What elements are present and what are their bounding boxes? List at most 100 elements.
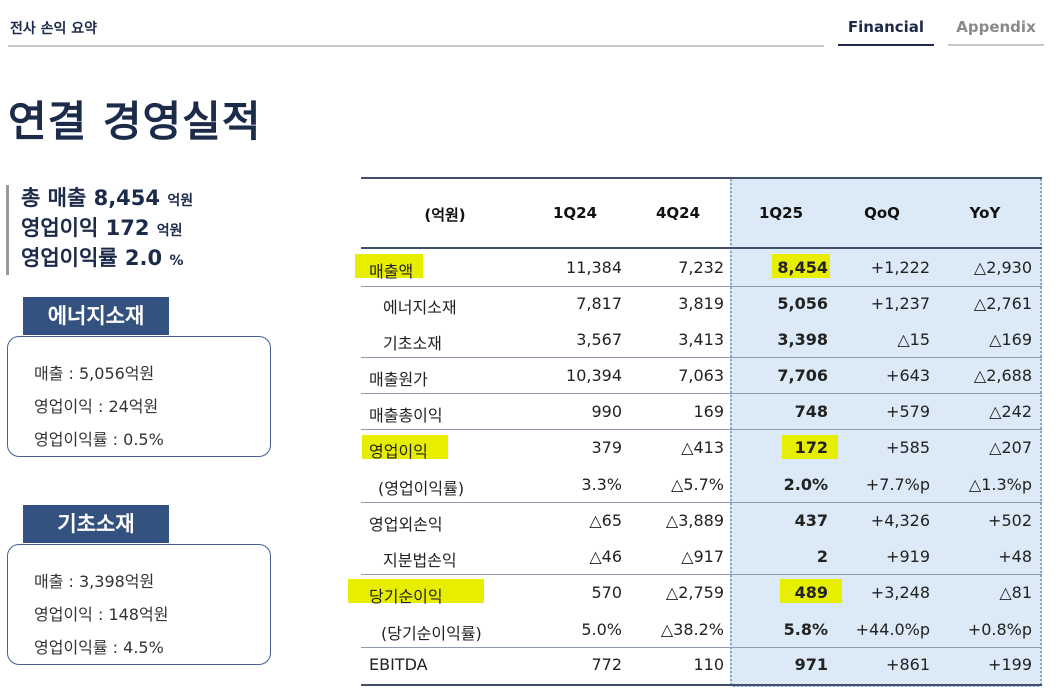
segment-basic-revenue: 매출 : 3,398억원 — [34, 572, 155, 591]
summary-revenue-unit: 억원 — [167, 193, 194, 209]
cell-cogs-yoy: △2,688 — [973, 366, 1032, 385]
cell-cogs-4q24: 7,063 — [678, 366, 724, 385]
tab-financial-underline — [838, 44, 934, 46]
segment-energy-op-income: 영업이익 : 24억원 — [34, 397, 159, 416]
row-divider — [361, 647, 1042, 648]
cell-op-income-1q24: 379 — [591, 438, 622, 457]
row-divider — [361, 357, 1042, 358]
segment-basic-label: 기초소재 — [23, 505, 169, 543]
table-top-border — [361, 177, 1042, 179]
tab-financial[interactable]: Financial — [847, 18, 925, 36]
page-title: 연결 경영실적 — [8, 97, 262, 146]
cell-cogs-1q25: 7,706 — [777, 366, 828, 385]
row-label-cogs: 매출원가 — [369, 370, 428, 389]
column-header-1q25: 1Q25 — [758, 204, 804, 222]
table-header-border — [361, 247, 1042, 249]
cell-non-op-qoq: +4,326 — [870, 511, 930, 530]
cell-energy-qoq: +1,237 — [870, 294, 930, 313]
marker-net-income-value — [780, 579, 842, 603]
cell-net-income-qoq: +3,248 — [870, 583, 930, 602]
cell-gross-profit-yoy: △242 — [989, 402, 1032, 421]
cell-op-income-qoq: +585 — [886, 438, 930, 457]
cell-net-margin-1q24: 5.0% — [581, 620, 622, 639]
summary-block: 총 매출 8,454 억원 영업이익 172 억원 영업이익률 2.0 % — [6, 185, 193, 275]
cell-net-margin-qoq: +44.0%p — [855, 620, 930, 639]
cell-cogs-qoq: +643 — [886, 366, 930, 385]
marker-op-income-label — [362, 435, 448, 459]
cell-op-margin-4q24: △5.7% — [671, 475, 724, 494]
marker-op-income-value — [782, 435, 838, 459]
cell-non-op-4q24: △3,889 — [665, 511, 724, 530]
summary-op-income: 영업이익 172 억원 — [21, 215, 193, 245]
row-label-op-margin: (영업이익률) — [378, 479, 465, 498]
cell-non-op-1q25: 437 — [794, 511, 828, 530]
cell-ebitda-yoy: +199 — [988, 655, 1032, 674]
cell-net-income-yoy: △81 — [999, 583, 1032, 602]
segment-energy-card: 매출 : 5,056억원 영업이익 : 24억원 영업이익률 : 0.5% — [7, 336, 271, 457]
cell-op-income-1q25: 172 — [794, 438, 828, 457]
row-divider — [361, 393, 1042, 394]
cell-net-margin-yoy: +0.8%p — [967, 620, 1032, 639]
cell-energy-1q25: 5,056 — [777, 294, 828, 313]
column-header-qoq: QoQ — [864, 204, 900, 222]
column-header-4q24: 4Q24 — [655, 204, 701, 222]
segment-basic-card: 매출 : 3,398억원 영업이익 : 148억원 영업이익률 : 4.5% — [7, 544, 271, 665]
cell-energy-4q24: 3,819 — [678, 294, 724, 313]
cell-revenue-yoy: △2,930 — [973, 258, 1032, 277]
cell-equity-method-1q25: 2 — [816, 547, 828, 566]
cell-ebitda-qoq: +861 — [886, 655, 930, 674]
row-label-op-income: 영업이익 — [369, 442, 428, 461]
header-divider — [8, 45, 824, 47]
column-header-1q24: 1Q24 — [552, 204, 598, 222]
row-divider — [361, 502, 1042, 503]
cell-net-income-4q24: △2,759 — [665, 583, 724, 602]
cell-revenue-4q24: 7,232 — [678, 258, 724, 277]
summary-revenue: 총 매출 8,454 억원 — [21, 185, 193, 215]
summary-op-income-text: 영업이익 172 — [21, 216, 150, 240]
marker-revenue-label — [355, 254, 423, 278]
cell-non-op-1q24: △65 — [589, 511, 622, 530]
summary-margin-unit: % — [169, 253, 184, 269]
segment-energy-label: 에너지소재 — [23, 297, 169, 335]
cell-gross-profit-qoq: +579 — [886, 402, 930, 421]
cell-gross-profit-1q24: 990 — [591, 402, 622, 421]
cell-net-income-1q24: 570 — [591, 583, 622, 602]
cell-basic-4q24: 3,413 — [678, 330, 724, 349]
cell-equity-method-4q24: △917 — [681, 547, 724, 566]
cell-revenue-1q25: 8,454 — [777, 258, 828, 277]
table-bottom-border — [361, 684, 1042, 686]
column-header-unit: (억원) — [424, 206, 466, 224]
segment-basic-op-income: 영업이익 : 148억원 — [34, 605, 169, 624]
cell-net-margin-1q25: 5.8% — [783, 620, 828, 639]
tab-appendix-underline — [948, 44, 1044, 46]
cell-basic-1q25: 3,398 — [777, 330, 828, 349]
cell-non-op-yoy: +502 — [988, 511, 1032, 530]
segment-energy-margin: 영업이익률 : 0.5% — [34, 430, 164, 449]
column-header-yoy: YoY — [969, 204, 1001, 222]
row-label-gross-profit: 매출총이익 — [369, 406, 443, 425]
tab-appendix[interactable]: Appendix — [956, 18, 1036, 36]
row-label-basic: 기초소재 — [383, 334, 442, 353]
cell-ebitda-1q24: 772 — [591, 655, 622, 674]
cell-gross-profit-4q24: 169 — [693, 402, 724, 421]
segment-basic-margin: 영업이익률 : 4.5% — [34, 638, 164, 657]
cell-basic-qoq: △15 — [897, 330, 930, 349]
row-label-revenue: 매출액 — [369, 262, 414, 281]
marker-net-income-label — [348, 579, 484, 603]
cell-op-income-4q24: △413 — [681, 438, 724, 457]
cell-net-margin-4q24: △38.2% — [660, 620, 724, 639]
cell-gross-profit-1q25: 748 — [794, 402, 828, 421]
breadcrumb: 전사 손익 요약 — [10, 21, 98, 37]
cell-cogs-1q24: 10,394 — [566, 366, 622, 385]
row-label-net-income: 당기순이익 — [369, 587, 443, 606]
cell-revenue-1q24: 11,384 — [566, 258, 622, 277]
cell-net-income-1q25: 489 — [794, 583, 828, 602]
cell-op-margin-yoy: △1.3%p — [968, 475, 1032, 494]
cell-equity-method-1q24: △46 — [589, 547, 622, 566]
cell-equity-method-qoq: +919 — [886, 547, 930, 566]
cell-basic-1q24: 3,567 — [576, 330, 622, 349]
cell-revenue-qoq: +1,222 — [870, 258, 930, 277]
cell-ebitda-4q24: 110 — [693, 655, 724, 674]
row-divider — [361, 574, 1042, 575]
summary-revenue-text: 총 매출 8,454 — [21, 186, 161, 210]
